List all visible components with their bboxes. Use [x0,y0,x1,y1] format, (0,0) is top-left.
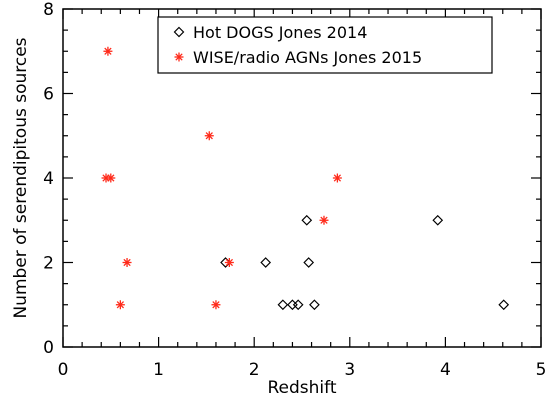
wise-radio-agn-point [204,131,214,141]
legend-label-hot-dogs: Hot DOGS Jones 2014 [193,23,367,42]
wise-radio-agn-point [115,300,125,310]
legend-label-wise-radio-agns: WISE/radio AGNs Jones 2015 [193,48,422,67]
hot-dogs-point [277,299,289,311]
data-points [101,46,510,311]
tick-labels: 0 1 2 3 4 5 0 2 4 6 8 [43,0,546,380]
hot-dogs-point [303,257,315,268]
wise-radio-agn-point [211,300,221,310]
y-tick-label: 4 [43,169,54,189]
y-axis-label: Number of serendipitous sources [11,37,31,318]
hot-dogs-point [498,299,510,311]
x-tick-label: 0 [58,360,69,380]
hot-dogs-point [292,299,304,311]
hot-dogs-point [432,214,444,226]
legend-marker-wise-radio-agns [174,52,184,62]
x-tick-label: 4 [440,360,451,380]
legend-marker-hot-dogs [173,26,185,38]
x-tick-label: 1 [153,360,164,380]
legend: Hot DOGS Jones 2014 WISE/radio AGNs Jone… [157,16,493,74]
tick-marks [62,8,542,348]
hot-dogs-point [260,257,272,268]
x-tick-label: 3 [344,360,355,380]
legend-markers [173,26,185,62]
wise-radio-agn-point [319,215,329,225]
x-axis-label: Redshift [267,378,336,398]
y-tick-label: 0 [43,338,54,358]
hot-dogs-point [287,299,298,311]
wise-radio-agn-point [224,258,234,267]
y-tick-label: 2 [43,254,54,274]
wise-radio-agn-point [122,258,132,267]
hot-dogs-point [301,214,313,226]
y-tick-label: 6 [43,85,54,105]
wise-radio-agn-point [103,46,113,56]
y-tick-label: 8 [43,0,54,20]
wise-radio-agn-point [332,173,342,183]
hot-dogs-point [309,299,320,311]
x-tick-label: 5 [536,360,547,380]
x-tick-label: 2 [249,360,260,380]
legend-box [157,16,493,74]
wise-radio-agn-point [106,173,116,183]
